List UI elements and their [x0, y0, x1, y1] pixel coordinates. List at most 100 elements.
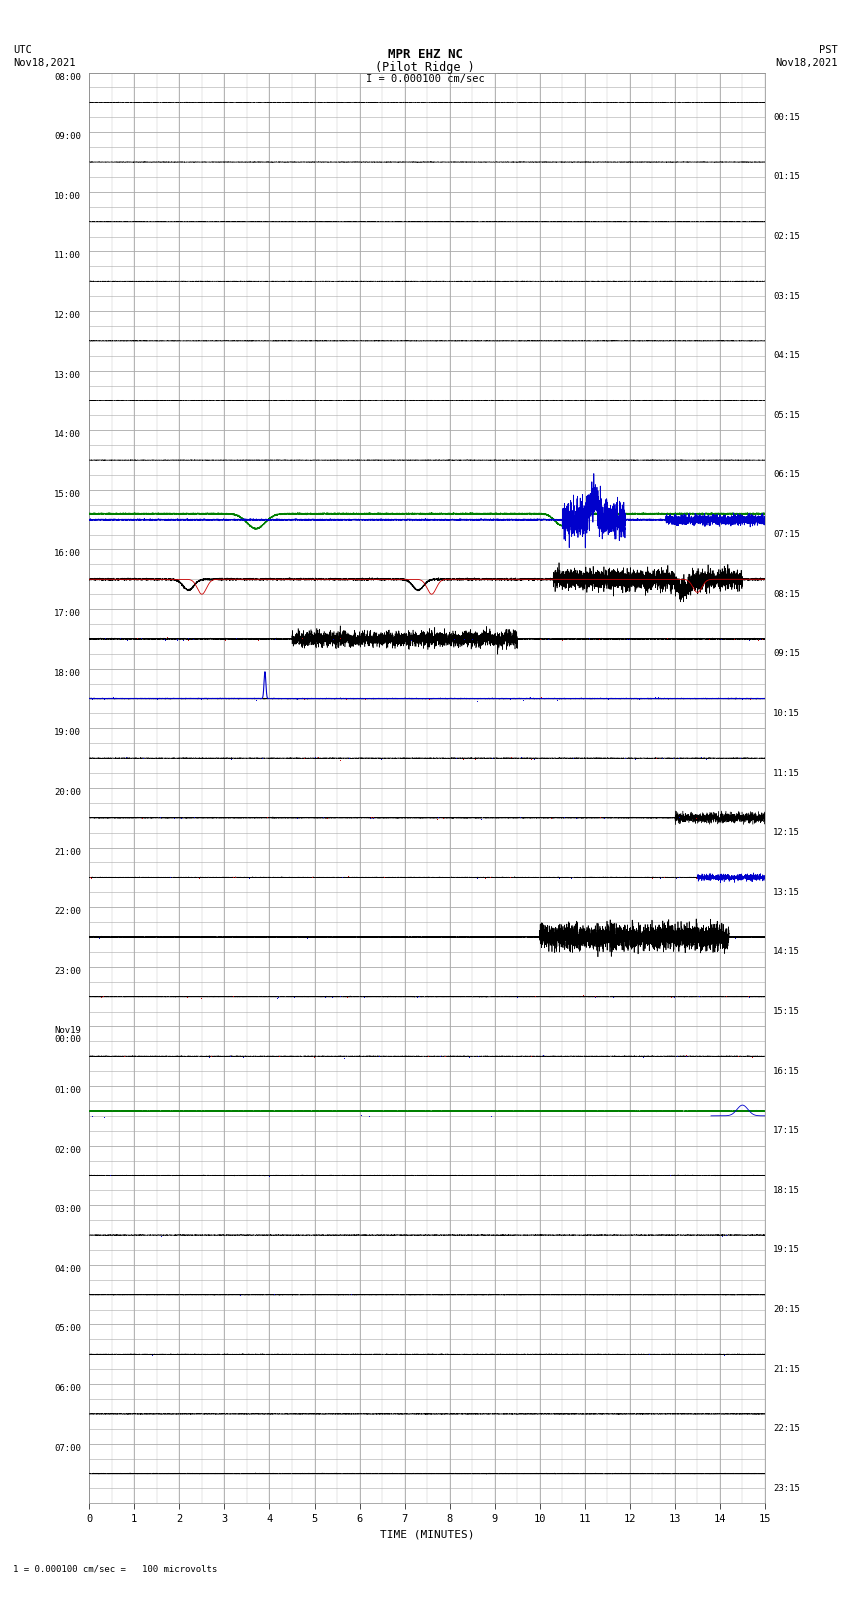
Point	[354, 686, 368, 711]
Point	[470, 865, 484, 890]
Text: 20:15: 20:15	[774, 1305, 800, 1315]
Text: 19:15: 19:15	[774, 1245, 800, 1255]
Point	[663, 1163, 677, 1189]
Point	[655, 745, 669, 771]
Point	[665, 984, 678, 1010]
Text: 15:00: 15:00	[54, 490, 81, 498]
Point	[260, 805, 274, 831]
Point	[535, 684, 548, 710]
Text: 1 = 0.000100 cm/sec =   100 microvolts: 1 = 0.000100 cm/sec = 100 microvolts	[13, 1565, 217, 1574]
Point	[180, 984, 194, 1010]
Point	[629, 924, 643, 950]
Point	[288, 684, 302, 710]
Point	[204, 1044, 218, 1069]
Point	[449, 745, 462, 771]
Point	[130, 626, 144, 652]
Point	[670, 865, 683, 890]
Point	[233, 1282, 246, 1308]
Point	[564, 865, 578, 890]
Point	[471, 1044, 484, 1069]
Point	[622, 626, 636, 652]
Point	[86, 1103, 99, 1129]
Point	[141, 686, 155, 711]
Point	[298, 745, 311, 771]
Text: MPR EHZ NC: MPR EHZ NC	[388, 48, 462, 61]
Text: UTC: UTC	[13, 45, 31, 55]
Point	[719, 984, 733, 1010]
Point	[695, 686, 709, 711]
Point	[422, 686, 436, 711]
Point	[484, 924, 497, 950]
Point	[237, 686, 251, 711]
Point	[377, 865, 391, 890]
Point	[290, 686, 303, 711]
Point	[735, 686, 749, 711]
Text: 02:15: 02:15	[774, 232, 800, 240]
Point	[714, 626, 728, 652]
Text: 07:15: 07:15	[774, 531, 800, 539]
Text: 17:15: 17:15	[774, 1126, 800, 1136]
Point	[633, 924, 647, 950]
Point	[91, 686, 105, 711]
Point	[337, 1045, 351, 1071]
X-axis label: TIME (MINUTES): TIME (MINUTES)	[380, 1529, 474, 1539]
Point	[679, 1044, 693, 1069]
Point	[481, 923, 495, 948]
Text: 13:00: 13:00	[54, 371, 81, 379]
Point	[167, 805, 181, 831]
Point	[374, 745, 388, 771]
Point	[753, 626, 767, 652]
Text: 17:00: 17:00	[54, 610, 81, 618]
Point	[243, 865, 257, 890]
Point	[670, 1044, 683, 1069]
Point	[113, 626, 127, 652]
Point	[155, 1223, 168, 1248]
Point	[716, 1224, 729, 1250]
Point	[606, 984, 620, 1010]
Point	[694, 744, 707, 769]
Text: 21:15: 21:15	[774, 1365, 800, 1374]
Point	[632, 686, 646, 711]
Point	[524, 747, 538, 773]
Point	[755, 626, 768, 652]
Point	[263, 1163, 276, 1189]
Point	[672, 863, 686, 889]
Point	[318, 984, 332, 1010]
Point	[651, 684, 665, 710]
Point	[743, 686, 756, 711]
Point	[660, 624, 673, 650]
Point	[513, 924, 526, 950]
Point	[503, 865, 517, 890]
Point	[316, 803, 330, 829]
Point	[598, 805, 611, 831]
Text: 20:00: 20:00	[54, 787, 81, 797]
Text: Nov18,2021: Nov18,2021	[13, 58, 76, 68]
Point	[411, 984, 424, 1010]
Point	[654, 924, 668, 950]
Point	[99, 626, 112, 652]
Point	[728, 924, 741, 950]
Point	[300, 926, 314, 952]
Point	[741, 984, 755, 1010]
Text: 11:00: 11:00	[54, 252, 81, 260]
Point	[309, 744, 322, 769]
Point	[513, 803, 526, 829]
Point	[224, 745, 237, 771]
Point	[462, 1044, 476, 1069]
Point	[587, 923, 601, 948]
Point	[145, 1342, 159, 1368]
Point	[144, 924, 158, 950]
Point	[135, 805, 149, 831]
Point	[516, 686, 530, 711]
Point	[97, 686, 110, 711]
Text: 10:00: 10:00	[54, 192, 81, 200]
Point	[527, 747, 541, 773]
Point	[92, 926, 105, 952]
Point	[202, 1044, 216, 1069]
Point	[194, 686, 207, 711]
Point	[298, 686, 311, 711]
Point	[187, 803, 201, 829]
Point	[588, 984, 602, 1010]
Text: 23:00: 23:00	[54, 966, 81, 976]
Point	[645, 865, 659, 890]
